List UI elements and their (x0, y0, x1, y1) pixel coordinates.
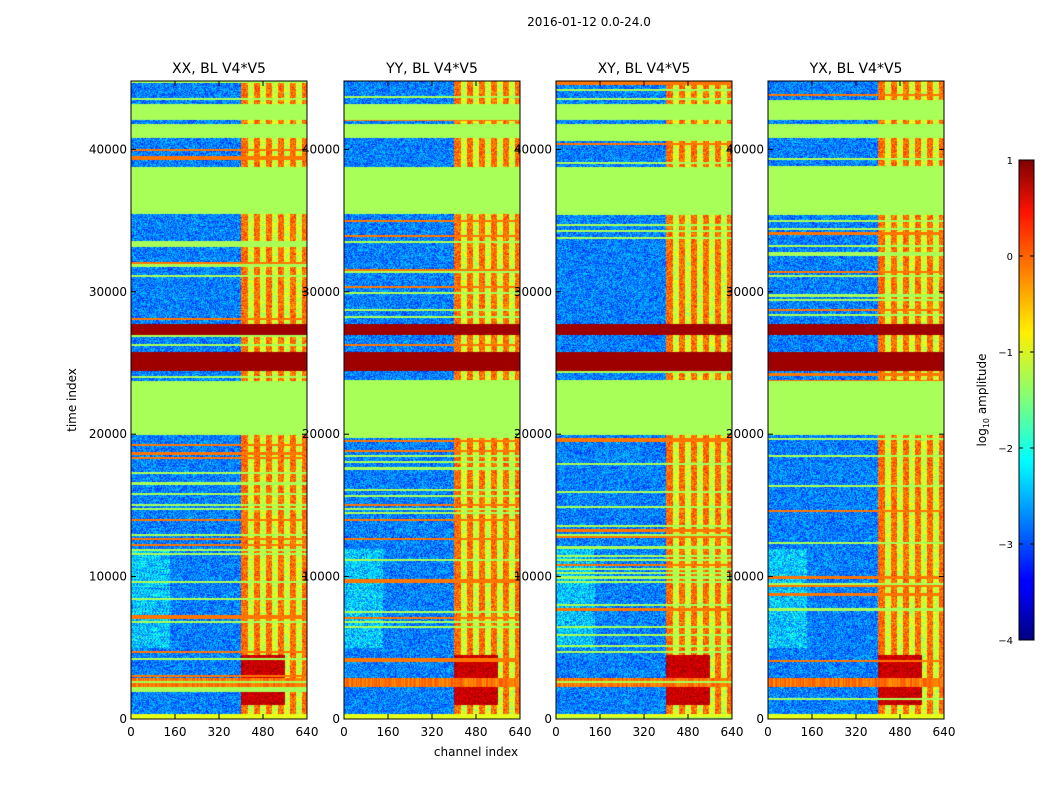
y-tick-label: 0 (756, 712, 764, 726)
x-tick-label: 640 (933, 725, 956, 739)
colorbar-tick-label: −4 (998, 636, 1013, 647)
x-axis-label: channel index (434, 745, 518, 759)
y-tick-label: 40000 (302, 142, 340, 156)
y-tick-label: 30000 (89, 285, 127, 299)
y-tick-label: 30000 (302, 285, 340, 299)
panel-xy: XY, BL V4*V5 0 160 320 480 640 0 10000 20000 3000… (514, 61, 744, 739)
y-tick-label: 10000 (514, 570, 552, 584)
y-tick-label: 10000 (89, 570, 127, 584)
y-tick-label: 10000 (726, 570, 764, 584)
y-tick-label: 20000 (89, 427, 127, 441)
y-tick-label: 0 (544, 712, 552, 726)
x-tick-label: 0 (552, 725, 560, 739)
colorbar-tick-label: −3 (998, 540, 1013, 551)
colorbar-gradient (1018, 159, 1035, 641)
x-tick-label: 480 (465, 725, 488, 739)
x-tick-label: 480 (889, 725, 912, 739)
x-tick-label: 480 (677, 725, 700, 739)
x-tick-label: 320 (845, 725, 868, 739)
heatmap-image (344, 81, 520, 719)
panel-yx: YX, BL V4*V5 0 160 320 480 640 0 10000 20000 3000… (726, 61, 956, 739)
y-tick-label: 20000 (726, 427, 764, 441)
y-tick-label: 40000 (726, 142, 764, 156)
y-tick-label: 30000 (726, 285, 764, 299)
y-tick-label: 40000 (89, 142, 127, 156)
panel-title: YX, BL V4*V5 (809, 61, 903, 77)
suptitle: 2016-01-12 0.0-24.0 (527, 15, 651, 29)
panel-title: YY, BL V4*V5 (385, 61, 478, 77)
y-tick-label: 30000 (514, 285, 552, 299)
x-tick-label: 320 (208, 725, 231, 739)
x-tick-label: 160 (164, 725, 187, 739)
x-tick-label: 480 (252, 725, 275, 739)
colorbar-label-main: log (975, 428, 989, 446)
y-tick-label: 0 (332, 712, 340, 726)
y-tick-label: 20000 (302, 427, 340, 441)
x-tick-label: 0 (764, 725, 772, 739)
y-tick-label: 10000 (302, 570, 340, 584)
y-axis-label: time index (65, 368, 79, 432)
x-tick-label: 0 (127, 725, 135, 739)
y-tick-label: 40000 (514, 142, 552, 156)
x-tick-label: 160 (589, 725, 612, 739)
colorbar-tick-label: −1 (998, 348, 1013, 359)
x-tick-label: 640 (509, 725, 532, 739)
panel-xx: XX, BL V4*V5 0 160 320 480 640 0 10000 20000 3000… (89, 61, 319, 739)
colorbar-ticks: −4 −3 −2 −1 0 1 (998, 156, 1034, 647)
colorbar-tick-label: 0 (1007, 252, 1013, 263)
x-tick-label: 0 (340, 725, 348, 739)
colorbar-label-tail: amplitude (975, 354, 989, 418)
x-tick-label: 160 (377, 725, 400, 739)
y-tick-label: 20000 (514, 427, 552, 441)
heatmap-image (556, 81, 732, 719)
x-tick-label: 320 (633, 725, 656, 739)
panel-title: XX, BL V4*V5 (172, 61, 266, 77)
colorbar-tick-label: −2 (998, 444, 1013, 455)
panels: XX, BL V4*V5 0 160 320 480 640 0 10000 20000 3000… (89, 61, 956, 739)
panel-yy: YY, BL V4*V5 0 160 320 480 640 0 10000 20000 3000… (302, 61, 532, 739)
colorbar-tick-label: 1 (1007, 156, 1013, 167)
x-tick-label: 640 (296, 725, 319, 739)
x-tick-label: 160 (801, 725, 824, 739)
panel-title: XY, BL V4*V5 (598, 61, 691, 77)
colorbar-label: log10 amplitude (975, 354, 991, 447)
x-tick-label: 320 (421, 725, 444, 739)
colorbar-label-sub: 10 (982, 418, 991, 428)
heatmap-image (768, 81, 944, 719)
heatmap-image (131, 81, 307, 719)
colorbar: −4 −3 −2 −1 0 1 log10 amplitude (975, 156, 1035, 647)
y-tick-label: 0 (119, 712, 127, 726)
x-tick-label: 640 (721, 725, 744, 739)
